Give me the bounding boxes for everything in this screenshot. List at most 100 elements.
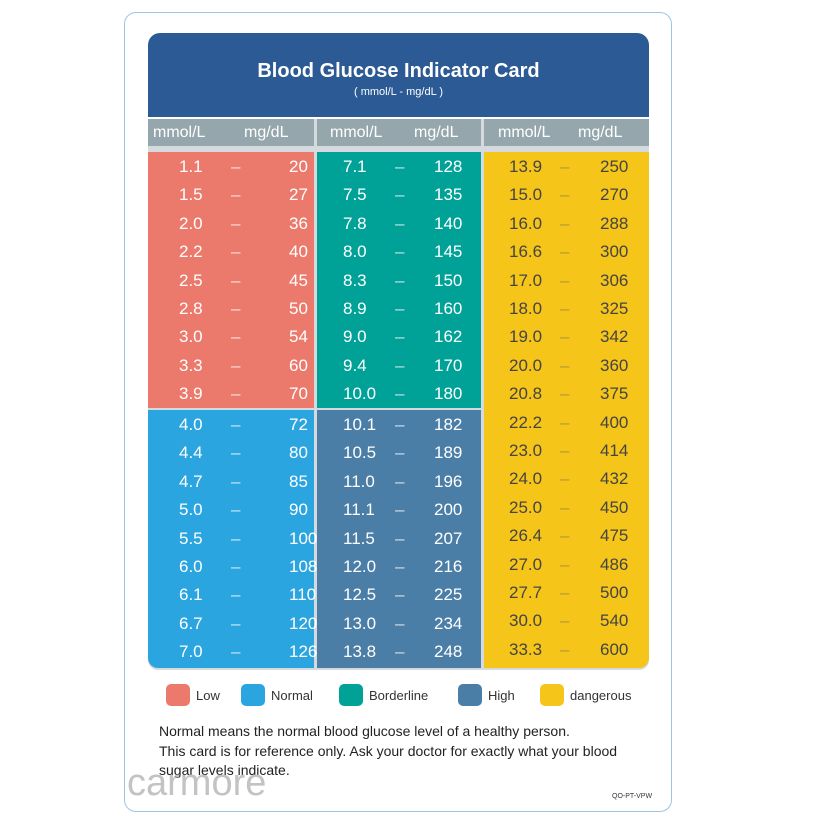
mgdl-value: 160: [434, 299, 463, 318]
separator-dash: –: [560, 469, 570, 489]
separator-dash: –: [560, 213, 570, 233]
borderline-swatch: [339, 684, 363, 706]
mmol-value: 9.4: [343, 355, 367, 375]
mmol-value: 2.0: [179, 213, 203, 233]
table-row: 7.5 – 135: [317, 180, 481, 208]
mgdl-value: 250: [600, 157, 629, 176]
legend-label: High: [488, 688, 515, 703]
mgdl-value: 72: [289, 415, 308, 434]
mgdl-value: 36: [289, 213, 308, 233]
card-header: Blood Glucose Indicator Card ( mmol/L - …: [148, 33, 649, 117]
mgdl-value: 400: [600, 412, 629, 432]
mgdl-value: 182: [434, 415, 463, 434]
mmol-value: 13.0: [343, 613, 377, 633]
table-row: 12.0– 216: [317, 552, 481, 580]
mmol-value: 19.0: [509, 327, 543, 347]
table-row: 25.0– 450: [484, 493, 649, 521]
low-range-block: 1.1 – 20 1.5 – 27 2.0 – 36 2.2 – 40 2.5 – 45 2.8 – 50 3.0 –…: [148, 152, 314, 408]
column-header-3: mmol/L mg/dL: [484, 119, 649, 146]
mmol-value: 11.5: [343, 528, 375, 548]
legend-label: Normal: [271, 688, 313, 703]
separator-dash: –: [560, 583, 570, 602]
mmol-value: 13.8: [343, 642, 377, 662]
mgdl-value: 50: [289, 299, 308, 318]
mgdl-value: 207: [434, 528, 463, 548]
table-row: 20.8– 375: [484, 379, 649, 407]
column-header-2: mmol/L mg/dL: [317, 119, 481, 146]
separator-dash: –: [560, 355, 570, 375]
column-header-mmol: mmol/L: [153, 124, 206, 141]
separator-dash: –: [231, 443, 241, 463]
mgdl-value: 375: [600, 384, 629, 404]
mmol-value: 16.6: [509, 242, 543, 262]
table-row: 30.0– 540: [484, 606, 649, 634]
mgdl-value: 200: [434, 500, 463, 520]
mmol-value: 7.0: [179, 642, 203, 662]
mgdl-value: 135: [434, 185, 463, 205]
table-row: 3.3 – 60: [148, 351, 314, 379]
separator-dash: –: [395, 557, 405, 576]
mgdl-value: 60: [289, 355, 308, 375]
table-row: 26.4– 475: [484, 521, 649, 549]
separator-dash: –: [395, 471, 405, 491]
mmol-value: 7.5: [343, 185, 367, 205]
table-row: 5.0 – 90: [148, 495, 314, 523]
mgdl-value: 360: [600, 355, 629, 375]
mmol-value: 1.5: [179, 185, 203, 205]
glucose-table: mmol/L mg/dL mmol/L mg/dL mmol/L mg/dL 1…: [148, 119, 649, 670]
mmol-value: 4.0: [179, 415, 203, 434]
table-row: 18.0– 325: [484, 294, 649, 322]
separator-dash: –: [231, 242, 241, 262]
mgdl-value: 170: [434, 355, 463, 375]
mmol-value: 8.9: [343, 299, 367, 318]
separator-dash: –: [395, 528, 405, 548]
mmol-value: 26.4: [509, 526, 543, 546]
separator-dash: –: [560, 412, 570, 432]
mmol-value: 20.8: [509, 384, 543, 404]
table-row: 27.7– 500: [484, 578, 649, 606]
separator-dash: –: [231, 613, 241, 633]
high-range-block: 10.1–182 10.5–189 11.0–196 11.1–200 11.5–207…: [317, 410, 481, 668]
mgdl-value: 126: [289, 642, 318, 662]
separator-dash: –: [231, 384, 241, 404]
mgdl-value: 196: [434, 471, 463, 491]
table-row: 13.9– 250: [484, 152, 649, 180]
separator-dash: –: [395, 213, 405, 233]
card-title: Blood Glucose Indicator Card: [257, 60, 540, 82]
table-row: 12.5– 225: [317, 580, 481, 608]
separator-dash: –: [395, 185, 405, 205]
separator-dash: –: [231, 415, 241, 434]
separator-dash: –: [395, 613, 405, 633]
separator-dash: –: [395, 327, 405, 347]
table-row: 13.0– 234: [317, 609, 481, 637]
dangerous-range-block: 13.9–250 15.0–270 16.0–288 16.6–300 17.0–306…: [484, 152, 649, 668]
column-header-mmol: mmol/L: [498, 124, 551, 141]
dangerous-swatch: [540, 684, 564, 706]
mgdl-value: 288: [600, 213, 629, 233]
mgdl-value: 270: [600, 185, 629, 205]
column-header-mg: mg/dL: [578, 124, 623, 141]
card-subtitle: ( mmol/L - mg/dL ): [353, 86, 444, 98]
separator-dash: –: [395, 443, 405, 463]
table-row: 7.1 – 128: [317, 152, 481, 180]
mgdl-value: 40: [289, 242, 308, 262]
separator-dash: –: [395, 355, 405, 375]
table-row: 33.3– 600: [484, 635, 649, 663]
mmol-value: 4.7: [179, 471, 203, 491]
table-row: 1.1 – 20: [148, 152, 314, 180]
table-row: 7.0 – 126: [148, 637, 318, 665]
separator-dash: –: [231, 471, 241, 491]
mmol-value: 30.0: [509, 611, 543, 631]
legend-label: dangerous: [570, 688, 632, 703]
mgdl-value: 500: [600, 583, 629, 602]
mmol-value: 1.1: [179, 157, 203, 176]
separator-dash: –: [395, 500, 405, 520]
separator-dash: –: [231, 528, 241, 548]
mmol-value: 9.0: [343, 327, 367, 347]
mgdl-value: 248: [434, 642, 463, 662]
mmol-value: 10.5: [343, 443, 377, 463]
separator-dash: –: [231, 185, 241, 205]
note-line-3: sugar levels indicate.: [159, 762, 290, 778]
mgdl-value: 432: [600, 469, 629, 489]
mgdl-value: 27: [289, 185, 308, 205]
